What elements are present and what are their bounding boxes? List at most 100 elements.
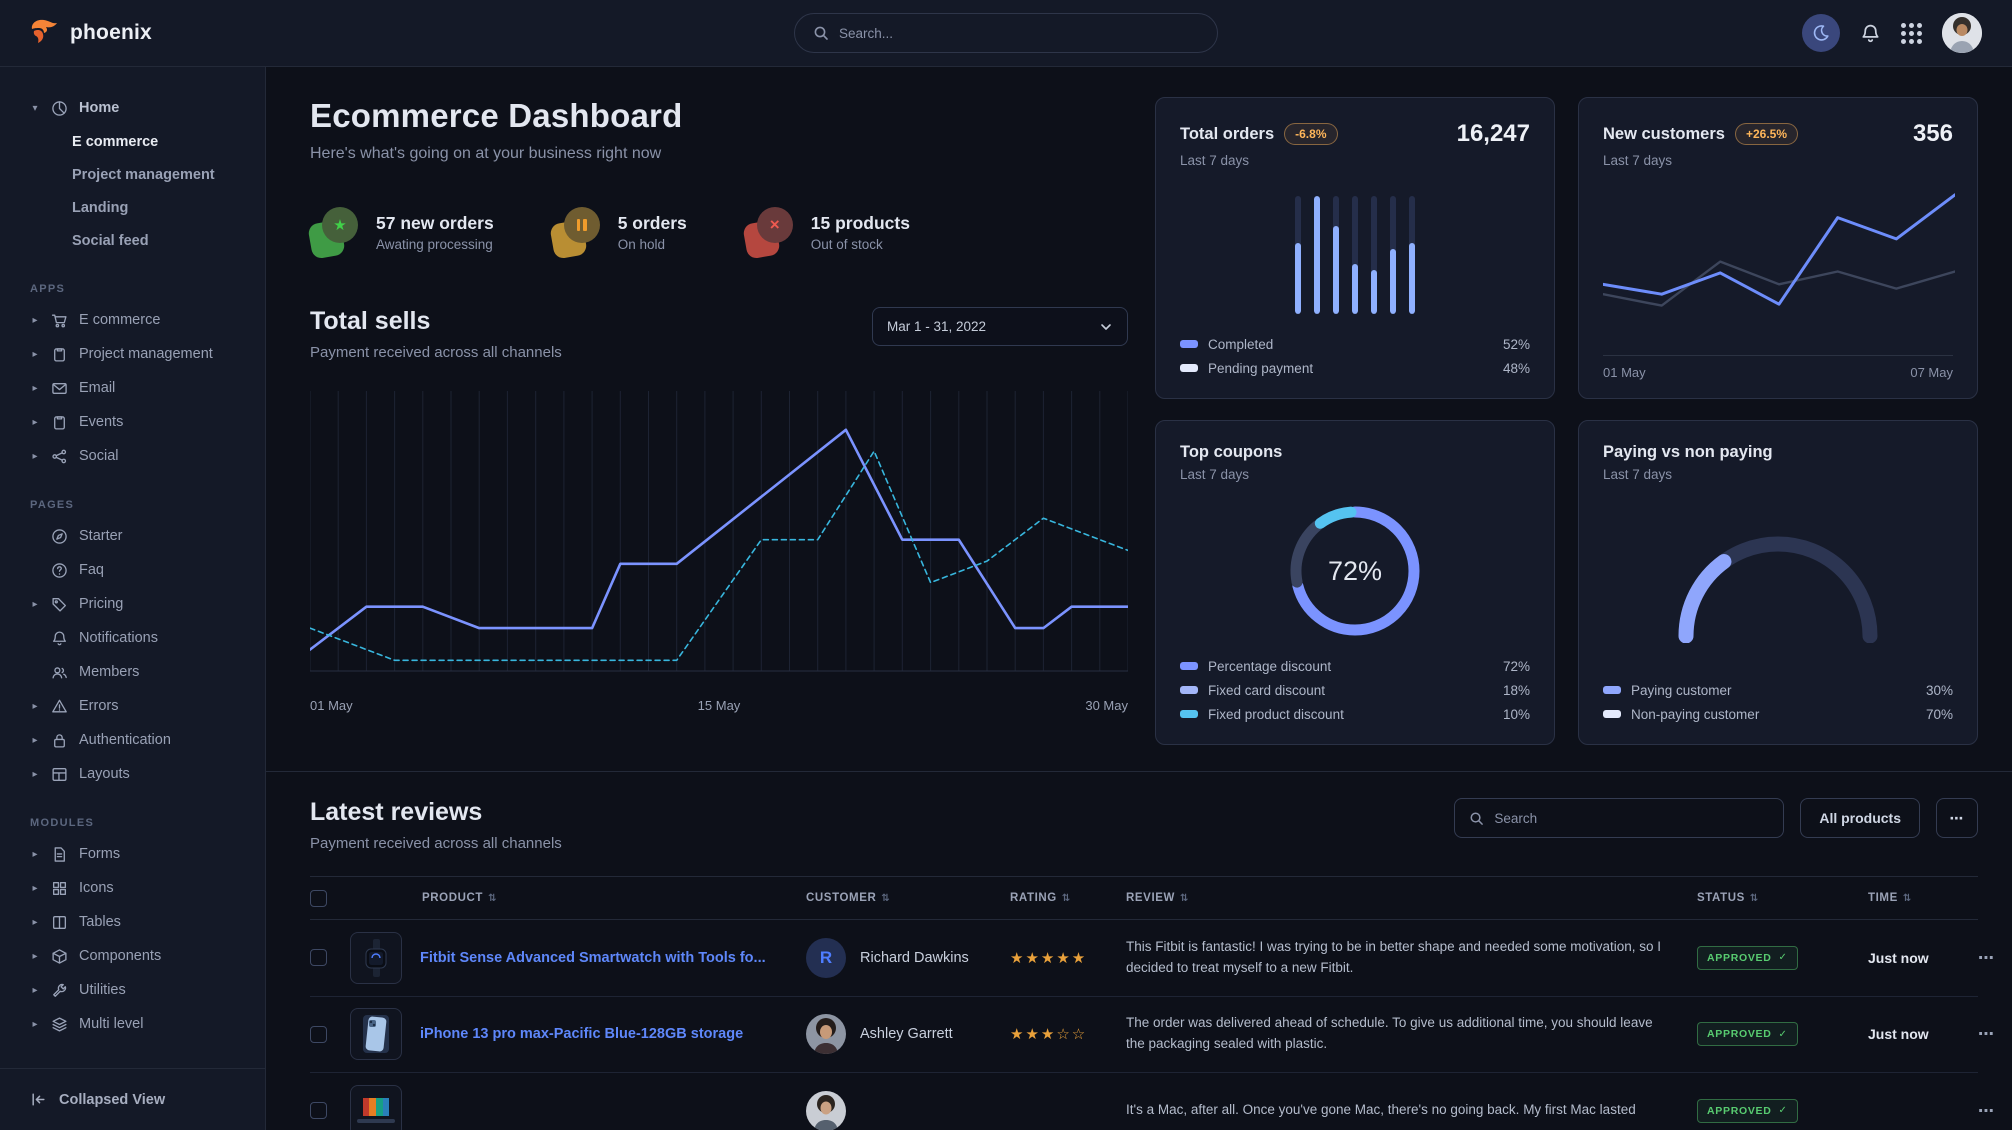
legend-item: Non-paying customer 70% — [1603, 702, 1953, 726]
all-products-button[interactable]: All products — [1800, 798, 1920, 838]
caret-right-icon: ▸ — [32, 1018, 38, 1030]
sidebar-item-utilities[interactable]: ▸ Utilities — [0, 973, 265, 1007]
status-badge: APPROVED — [1697, 945, 1798, 970]
users-icon — [51, 664, 68, 681]
review-time: Just now — [1868, 1026, 1929, 1043]
product-thumbnail — [350, 1084, 402, 1130]
customer-avatar — [806, 1090, 846, 1130]
review-time: Just now — [1868, 949, 1929, 966]
sidebar: ▾ Home E commerce Project management Landing… — [0, 67, 266, 1130]
row-checkbox[interactable] — [310, 1025, 327, 1043]
table-header: PRODUCT ⇅ CUSTOMER ⇅ RATING ⇅ REVIEW ⇅ STATU… — [310, 876, 1978, 920]
trend-badge: -6.8% — [1284, 123, 1338, 145]
customer-avatar — [806, 1014, 846, 1055]
sidebar-item-email[interactable]: ▸ Email — [0, 371, 265, 405]
collapse-sidebar-button[interactable]: Collapsed View — [0, 1068, 265, 1130]
sidebar-item-events[interactable]: ▸ Events — [0, 405, 265, 439]
sidebar-item-layouts[interactable]: ▸ Layouts — [0, 757, 265, 791]
nine-dots-icon — [1901, 22, 1922, 44]
product-link[interactable]: Fitbit Sense Advanced Smartwatch with To… — [420, 949, 766, 966]
sidebar-item-authentication[interactable]: ▸ Authentication — [0, 723, 265, 757]
order-bar — [1352, 196, 1358, 314]
date-range-select[interactable]: Mar 1 - 31, 2022 — [872, 307, 1128, 346]
pause-icon — [576, 219, 587, 231]
phoenix-logo-icon — [30, 19, 60, 47]
orders-bar-chart — [1180, 196, 1530, 314]
sidebar-item-starter[interactable]: Starter — [0, 519, 265, 553]
rating-stars: ★★★☆☆ — [1010, 1026, 1088, 1044]
warning-icon — [51, 698, 68, 715]
sidebar-item-faq[interactable]: Faq — [0, 553, 265, 587]
col-rating[interactable]: RATING — [1010, 892, 1057, 904]
clipboard-icon — [51, 346, 68, 363]
sidebar-item-components[interactable]: ▸ Components — [0, 939, 265, 973]
legend-value: 30% — [1925, 682, 1953, 698]
sidebar-item-landing[interactable]: Landing — [72, 199, 129, 216]
col-time[interactable]: TIME — [1868, 892, 1898, 904]
global-search[interactable] — [794, 13, 1218, 53]
sidebar-item-home[interactable]: ▾ Home — [0, 91, 265, 125]
row-more-icon[interactable]: ⋯ — [1978, 1026, 1995, 1044]
theme-toggle-button[interactable] — [1802, 14, 1840, 52]
select-all-checkbox[interactable] — [310, 889, 327, 907]
pie-chart-icon — [51, 100, 68, 117]
sidebar-item-icons[interactable]: ▸ Icons — [0, 871, 265, 905]
col-customer[interactable]: CUSTOMER — [806, 892, 877, 904]
row-checkbox[interactable] — [310, 949, 327, 967]
row-more-icon[interactable]: ⋯ — [1978, 949, 1995, 967]
status-badge: APPROVED — [1697, 1022, 1798, 1047]
sidebar-item-members[interactable]: Members — [0, 655, 265, 689]
search-input[interactable] — [839, 25, 1199, 41]
caret-down-icon: ▾ — [32, 102, 38, 114]
total-sells-chart: 01 May 15 May 30 May — [308, 387, 1130, 713]
reviews-more-button[interactable]: ⋯ — [1936, 798, 1978, 838]
x-label-end: 30 May — [1085, 698, 1128, 713]
rating-stars: ★★★★★ — [1010, 949, 1088, 967]
grid-icon — [51, 880, 68, 897]
new-customers-chart: 01 May 07 May — [1601, 188, 1957, 380]
sidebar-item-e-commerce[interactable]: ▸ E commerce — [0, 303, 265, 337]
sidebar-item-e-commerce[interactable]: E commerce — [72, 133, 159, 150]
user-avatar[interactable] — [1942, 13, 1982, 53]
orders-legend: Completed 52% Pending payment 48% — [1180, 332, 1530, 380]
row-more-icon[interactable]: ⋯ — [1978, 1102, 1995, 1120]
moon-icon — [1812, 24, 1830, 42]
card-value: 356 — [1912, 120, 1953, 147]
sidebar-item-social[interactable]: ▸ Social — [0, 439, 265, 473]
reviews-search[interactable] — [1454, 798, 1785, 838]
legend-item: Pending payment 48% — [1180, 356, 1530, 380]
wrench-icon — [51, 982, 68, 999]
legend-swatch — [1603, 686, 1621, 694]
notifications-button[interactable] — [1860, 23, 1881, 44]
caret-right-icon: ▸ — [32, 848, 38, 860]
apps-grid-button[interactable] — [1901, 22, 1922, 44]
sidebar-item-tables[interactable]: ▸ Tables — [0, 905, 265, 939]
row-checkbox[interactable] — [310, 1102, 327, 1120]
review-text: It's a Mac, after all. Once you've gone … — [1126, 1102, 1636, 1118]
sidebar-item-project-management[interactable]: Project management — [72, 166, 215, 183]
sidebar-item-forms[interactable]: ▸ Forms — [0, 837, 265, 871]
col-review[interactable]: REVIEW — [1126, 892, 1175, 904]
sidebar-item-pricing[interactable]: ▸ Pricing — [0, 587, 265, 621]
sidebar-item-multi-level[interactable]: ▸ Multi level — [0, 1007, 265, 1041]
review-text: The order was delivered ahead of schedul… — [1126, 1015, 1653, 1052]
reviews-search-input[interactable] — [1494, 810, 1770, 826]
paying-gauge-chart — [1663, 518, 1893, 644]
sidebar-item-notifications[interactable]: Notifications — [0, 621, 265, 655]
compass-icon — [51, 528, 68, 545]
col-product[interactable]: PRODUCT — [422, 892, 484, 904]
sidebar-item-project-management[interactable]: ▸ Project management — [0, 337, 265, 371]
chevron-down-icon — [1099, 320, 1113, 334]
order-bar — [1371, 196, 1377, 314]
caret-right-icon: ▸ — [32, 416, 38, 428]
bell-icon — [1860, 23, 1881, 44]
legend-item: Fixed card discount 18% — [1180, 678, 1530, 702]
legend-value: 48% — [1502, 360, 1530, 376]
sidebar-item-social-feed[interactable]: Social feed — [72, 232, 149, 249]
sidebar-item-errors[interactable]: ▸ Errors — [0, 689, 265, 723]
calendar-icon — [51, 414, 68, 431]
col-status[interactable]: STATUS — [1697, 892, 1745, 904]
brand-logo[interactable]: phoenix — [30, 19, 152, 47]
product-link[interactable]: iPhone 13 pro max-Pacific Blue-128GB sto… — [420, 1026, 744, 1043]
order-bar — [1314, 196, 1320, 314]
